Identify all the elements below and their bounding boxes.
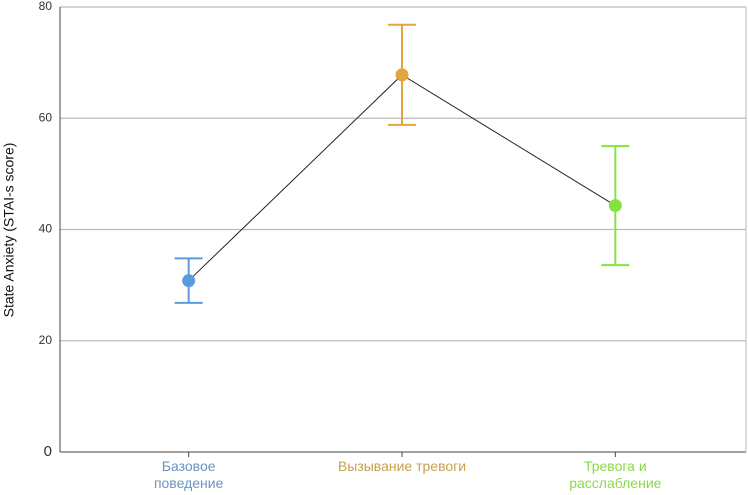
x-tick-label: Тревога и расслабление: [569, 458, 662, 491]
x-tick-label: Вызывание тревоги: [337, 458, 467, 474]
y-tick-label: 40: [39, 222, 53, 236]
data-point: [395, 68, 409, 82]
y-tick-label: 80: [39, 0, 53, 13]
y-tick-label: 60: [39, 110, 53, 124]
x-tick-label: Базовое поведение: [153, 458, 224, 491]
y-tick-label: 0: [44, 443, 52, 460]
y-axis-label: State Anxiety (STAI-s score): [1, 143, 17, 318]
data-point: [608, 199, 622, 213]
y-tick-label: 20: [39, 333, 53, 347]
data-point: [182, 274, 196, 288]
